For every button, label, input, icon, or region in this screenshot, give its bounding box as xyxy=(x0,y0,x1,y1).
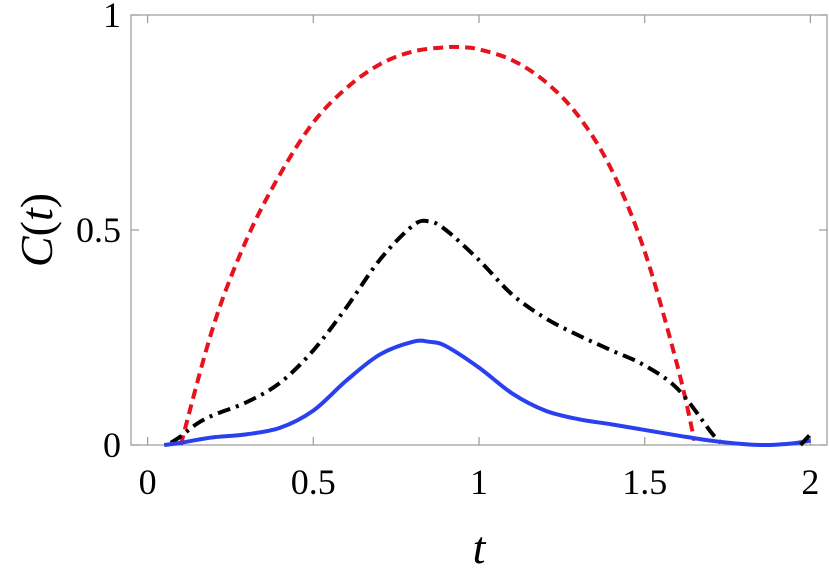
x-tick-label: 2 xyxy=(801,462,819,502)
x-tick-label: 0.5 xyxy=(291,462,336,502)
series-line-2 xyxy=(169,218,723,445)
x-tick-label: 1 xyxy=(470,462,488,502)
y-tick-label: 1 xyxy=(103,0,121,35)
y-axis-label: C(t) xyxy=(11,193,62,267)
ticks xyxy=(131,14,827,446)
x-tick-label: 1.5 xyxy=(622,462,667,502)
x-tick-label: 0 xyxy=(139,462,157,502)
x-axis-label: t xyxy=(473,522,487,572)
series-line-3 xyxy=(163,338,811,448)
plot-frame xyxy=(130,14,828,446)
series-layer xyxy=(163,44,812,448)
series-line-4 xyxy=(799,432,812,447)
tick-labels: 0 0.5 1 1.5 2 0 0.5 1 xyxy=(76,0,819,502)
y-tick-label: 0 xyxy=(103,425,121,465)
y-tick-label: 0.5 xyxy=(76,210,121,250)
series-line-1 xyxy=(178,44,697,446)
